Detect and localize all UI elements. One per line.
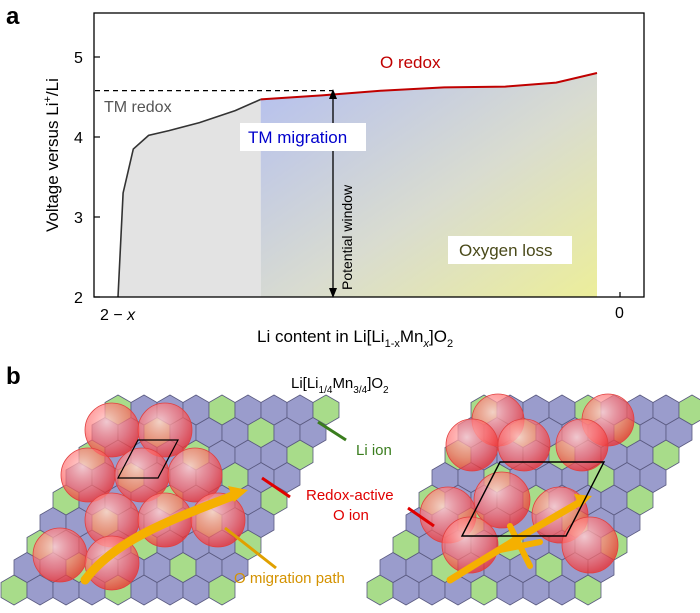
blocked-path-cross: [497, 523, 543, 569]
migration-arrowhead-left: [228, 486, 248, 502]
tm-redox-label: TM redox: [104, 99, 172, 116]
o-ion-sphere: [445, 418, 499, 472]
lattice-right: [366, 393, 700, 606]
o-ion-sphere: [167, 447, 223, 503]
migration-pointer: [224, 526, 277, 570]
o-ion-sphere: [555, 418, 609, 472]
redox-pointer-right: [407, 506, 435, 528]
li-ion-pointer: [317, 420, 347, 442]
arrow-head-top: [329, 89, 337, 99]
li-octahedron: [678, 394, 700, 426]
x-axis-label: Li content in Li[Li1-xMnx]O2: [257, 327, 453, 350]
o-redox-label: O redox: [380, 53, 441, 72]
migration-arrowhead-right: [574, 494, 592, 508]
unit-cell-left: [117, 439, 179, 479]
potential-window-label: Potential window: [339, 184, 355, 290]
tm-redox-region: [118, 99, 261, 298]
li-ion-label: Li ion: [356, 442, 392, 459]
tm-migration-label: TM migration: [248, 128, 347, 147]
arrow-head-bottom: [329, 288, 337, 298]
y-tick-label: 5: [74, 50, 83, 67]
y-axis-label: Voltage versus Li+/Li: [42, 78, 62, 232]
redox-active-label-line2: O ion: [333, 507, 369, 524]
o-ion-sphere: [497, 418, 551, 472]
formula-label: Li[Li1/4Mn3/4]O2: [291, 375, 389, 396]
o-ion-sphere: [84, 535, 140, 591]
oxygen-loss-label: Oxygen loss: [459, 241, 553, 260]
unit-cell-right: [460, 461, 606, 537]
oxygen-loss-box: [448, 236, 572, 264]
migration-path-label: O migration path: [234, 570, 345, 587]
panel-b-label: b: [6, 363, 21, 390]
o-ion-sphere: [561, 516, 619, 574]
o-ion-sphere: [137, 402, 193, 458]
panel-a-label: a: [6, 3, 20, 30]
tm-migration-box: [240, 123, 366, 151]
x-tick-label-right: 0: [615, 305, 624, 322]
li-octahedron: [312, 394, 340, 426]
series-o-redox-line: [260, 72, 598, 101]
series-tm-redox-line: [117, 98, 262, 298]
plot-frame: [93, 12, 645, 298]
redox-active-label-line1: Redox-active: [306, 487, 394, 504]
y-tick-label: 4: [74, 130, 83, 147]
o-ion-sphere: [32, 527, 88, 583]
migration-path-arrow-left: [80, 490, 240, 585]
redox-pointer-left: [261, 476, 291, 499]
y-tick-label: 2: [74, 290, 83, 307]
x-tick-label-left: 2 − x: [100, 307, 136, 324]
y-axis-ticks: 2 3 4 5: [74, 50, 100, 307]
y-tick-label: 3: [74, 210, 83, 227]
